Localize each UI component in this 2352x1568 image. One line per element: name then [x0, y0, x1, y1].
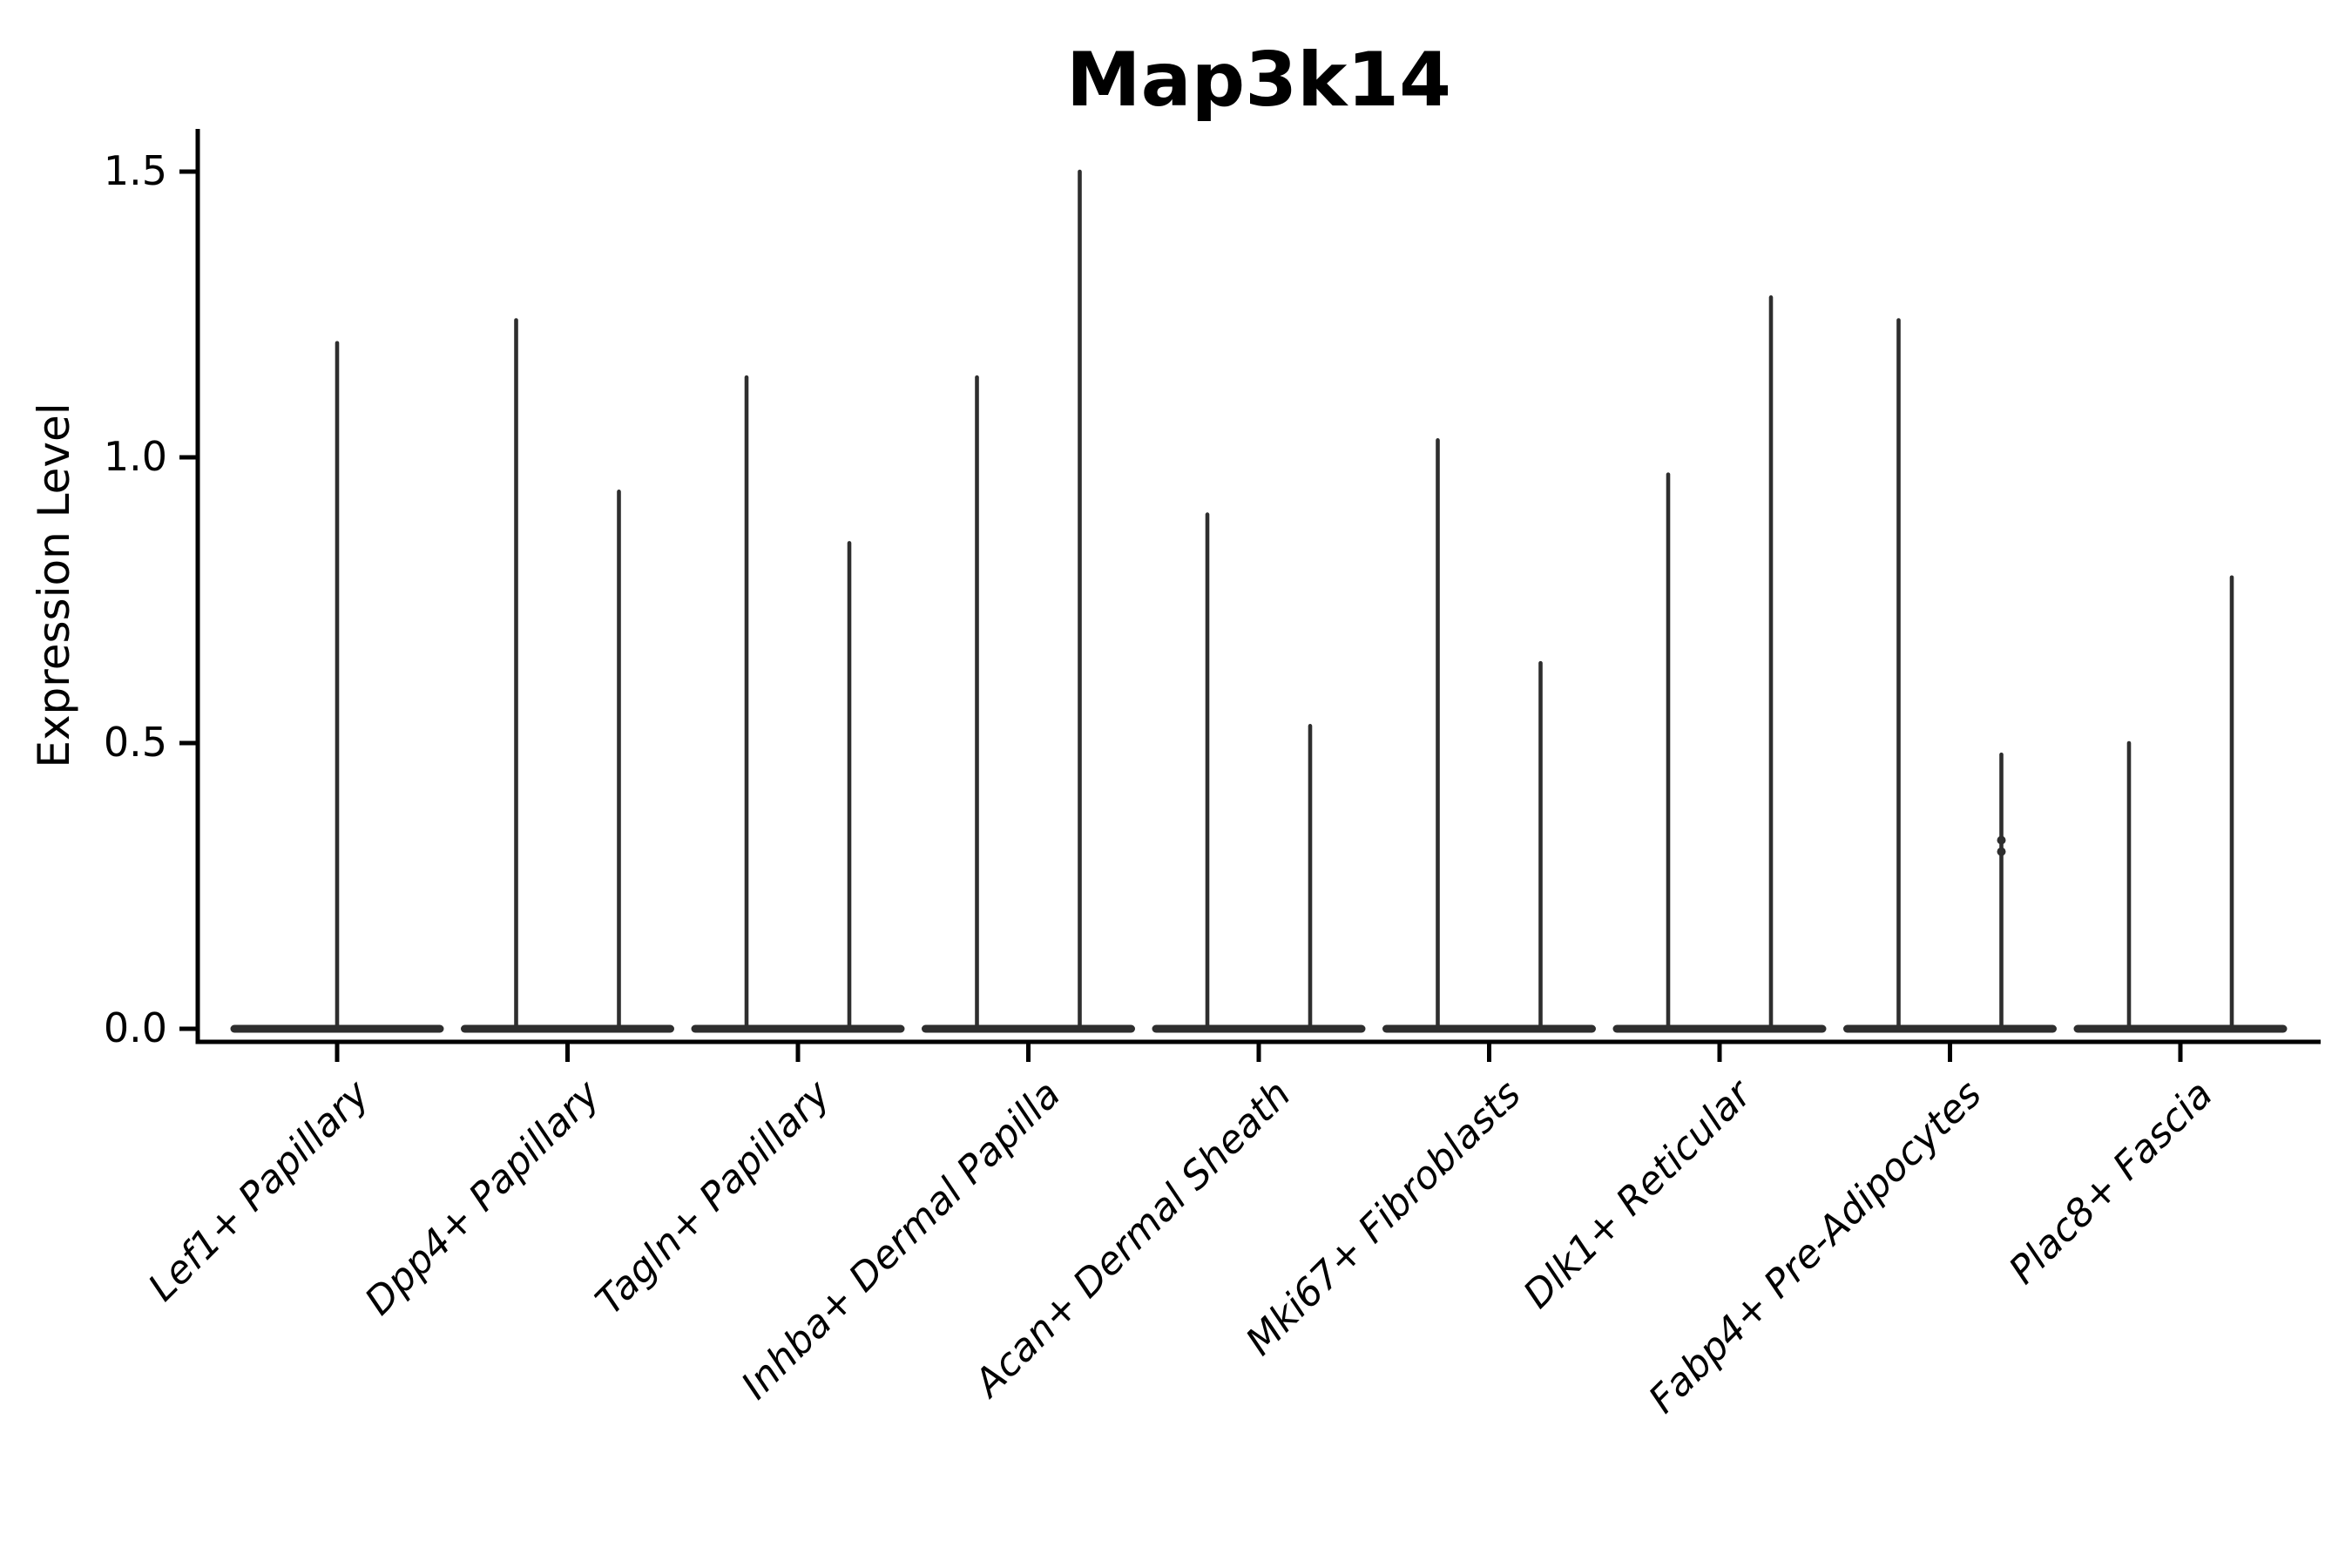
- violin-dot: [1997, 835, 2006, 845]
- y-tick-label: 1.0: [103, 433, 167, 481]
- y-tick-label: 0.0: [103, 1004, 167, 1052]
- y-tick-label: 0.5: [103, 719, 167, 767]
- violin-dot: [1997, 847, 2006, 856]
- y-tick-label: 1.5: [103, 147, 167, 195]
- chart-title: Map3k14: [1066, 37, 1451, 124]
